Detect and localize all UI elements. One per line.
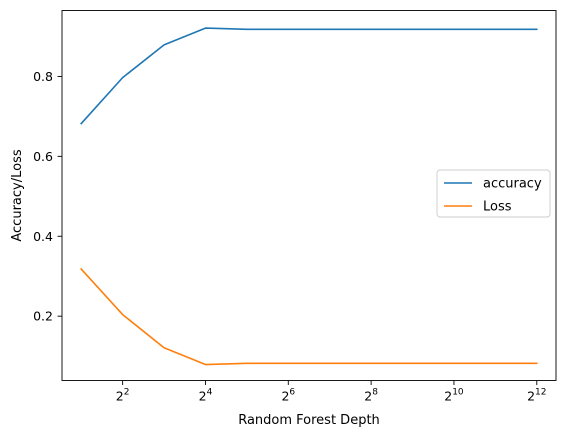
y-tick-label: 0.8: [33, 69, 53, 84]
x-tick-base: 2: [527, 389, 535, 404]
x-tick-exponent: 10: [452, 388, 464, 398]
x-axis-label: Random Forest Depth: [238, 413, 380, 428]
series-line-accuracy: [80, 27, 538, 125]
legend-label-loss: Loss: [483, 200, 512, 215]
x-tick-label: 212: [527, 388, 546, 404]
x-tick-label: 28: [364, 388, 378, 404]
series-layer: [80, 27, 538, 366]
x-tick-base: 2: [116, 389, 124, 404]
x-tick-exponent: 8: [372, 388, 378, 398]
x-tick-exponent: 2: [124, 388, 130, 398]
y-tick-label: 0.2: [33, 309, 53, 324]
x-tick-base: 2: [199, 389, 207, 404]
series-line-loss: [80, 267, 538, 366]
x-tick-exponent: 12: [535, 388, 546, 398]
x-tick-exponent: 6: [289, 388, 295, 398]
legend-label-accuracy: accuracy: [483, 177, 542, 192]
x-tick-exponent: 4: [207, 388, 213, 398]
y-tick-label: 0.4: [33, 229, 53, 244]
x-tick-label: 26: [281, 388, 295, 404]
x-tick-label: 22: [116, 388, 130, 404]
x-tick-label: 210: [444, 388, 464, 404]
x-tick-base: 2: [281, 389, 289, 404]
plot-frame: [61, 10, 557, 381]
x-axis-ticks: 22 24 26 28 210 212: [116, 380, 546, 404]
x-tick-label: 24: [199, 388, 213, 404]
y-axis-ticks: 0.2 0.4 0.6 0.8: [33, 69, 62, 324]
x-tick-base: 2: [444, 389, 452, 404]
y-tick-label: 0.6: [33, 149, 53, 164]
legend: accuracy Loss: [436, 169, 551, 218]
x-tick-base: 2: [364, 389, 372, 404]
y-axis-label: Accuracy/Loss: [10, 149, 25, 241]
